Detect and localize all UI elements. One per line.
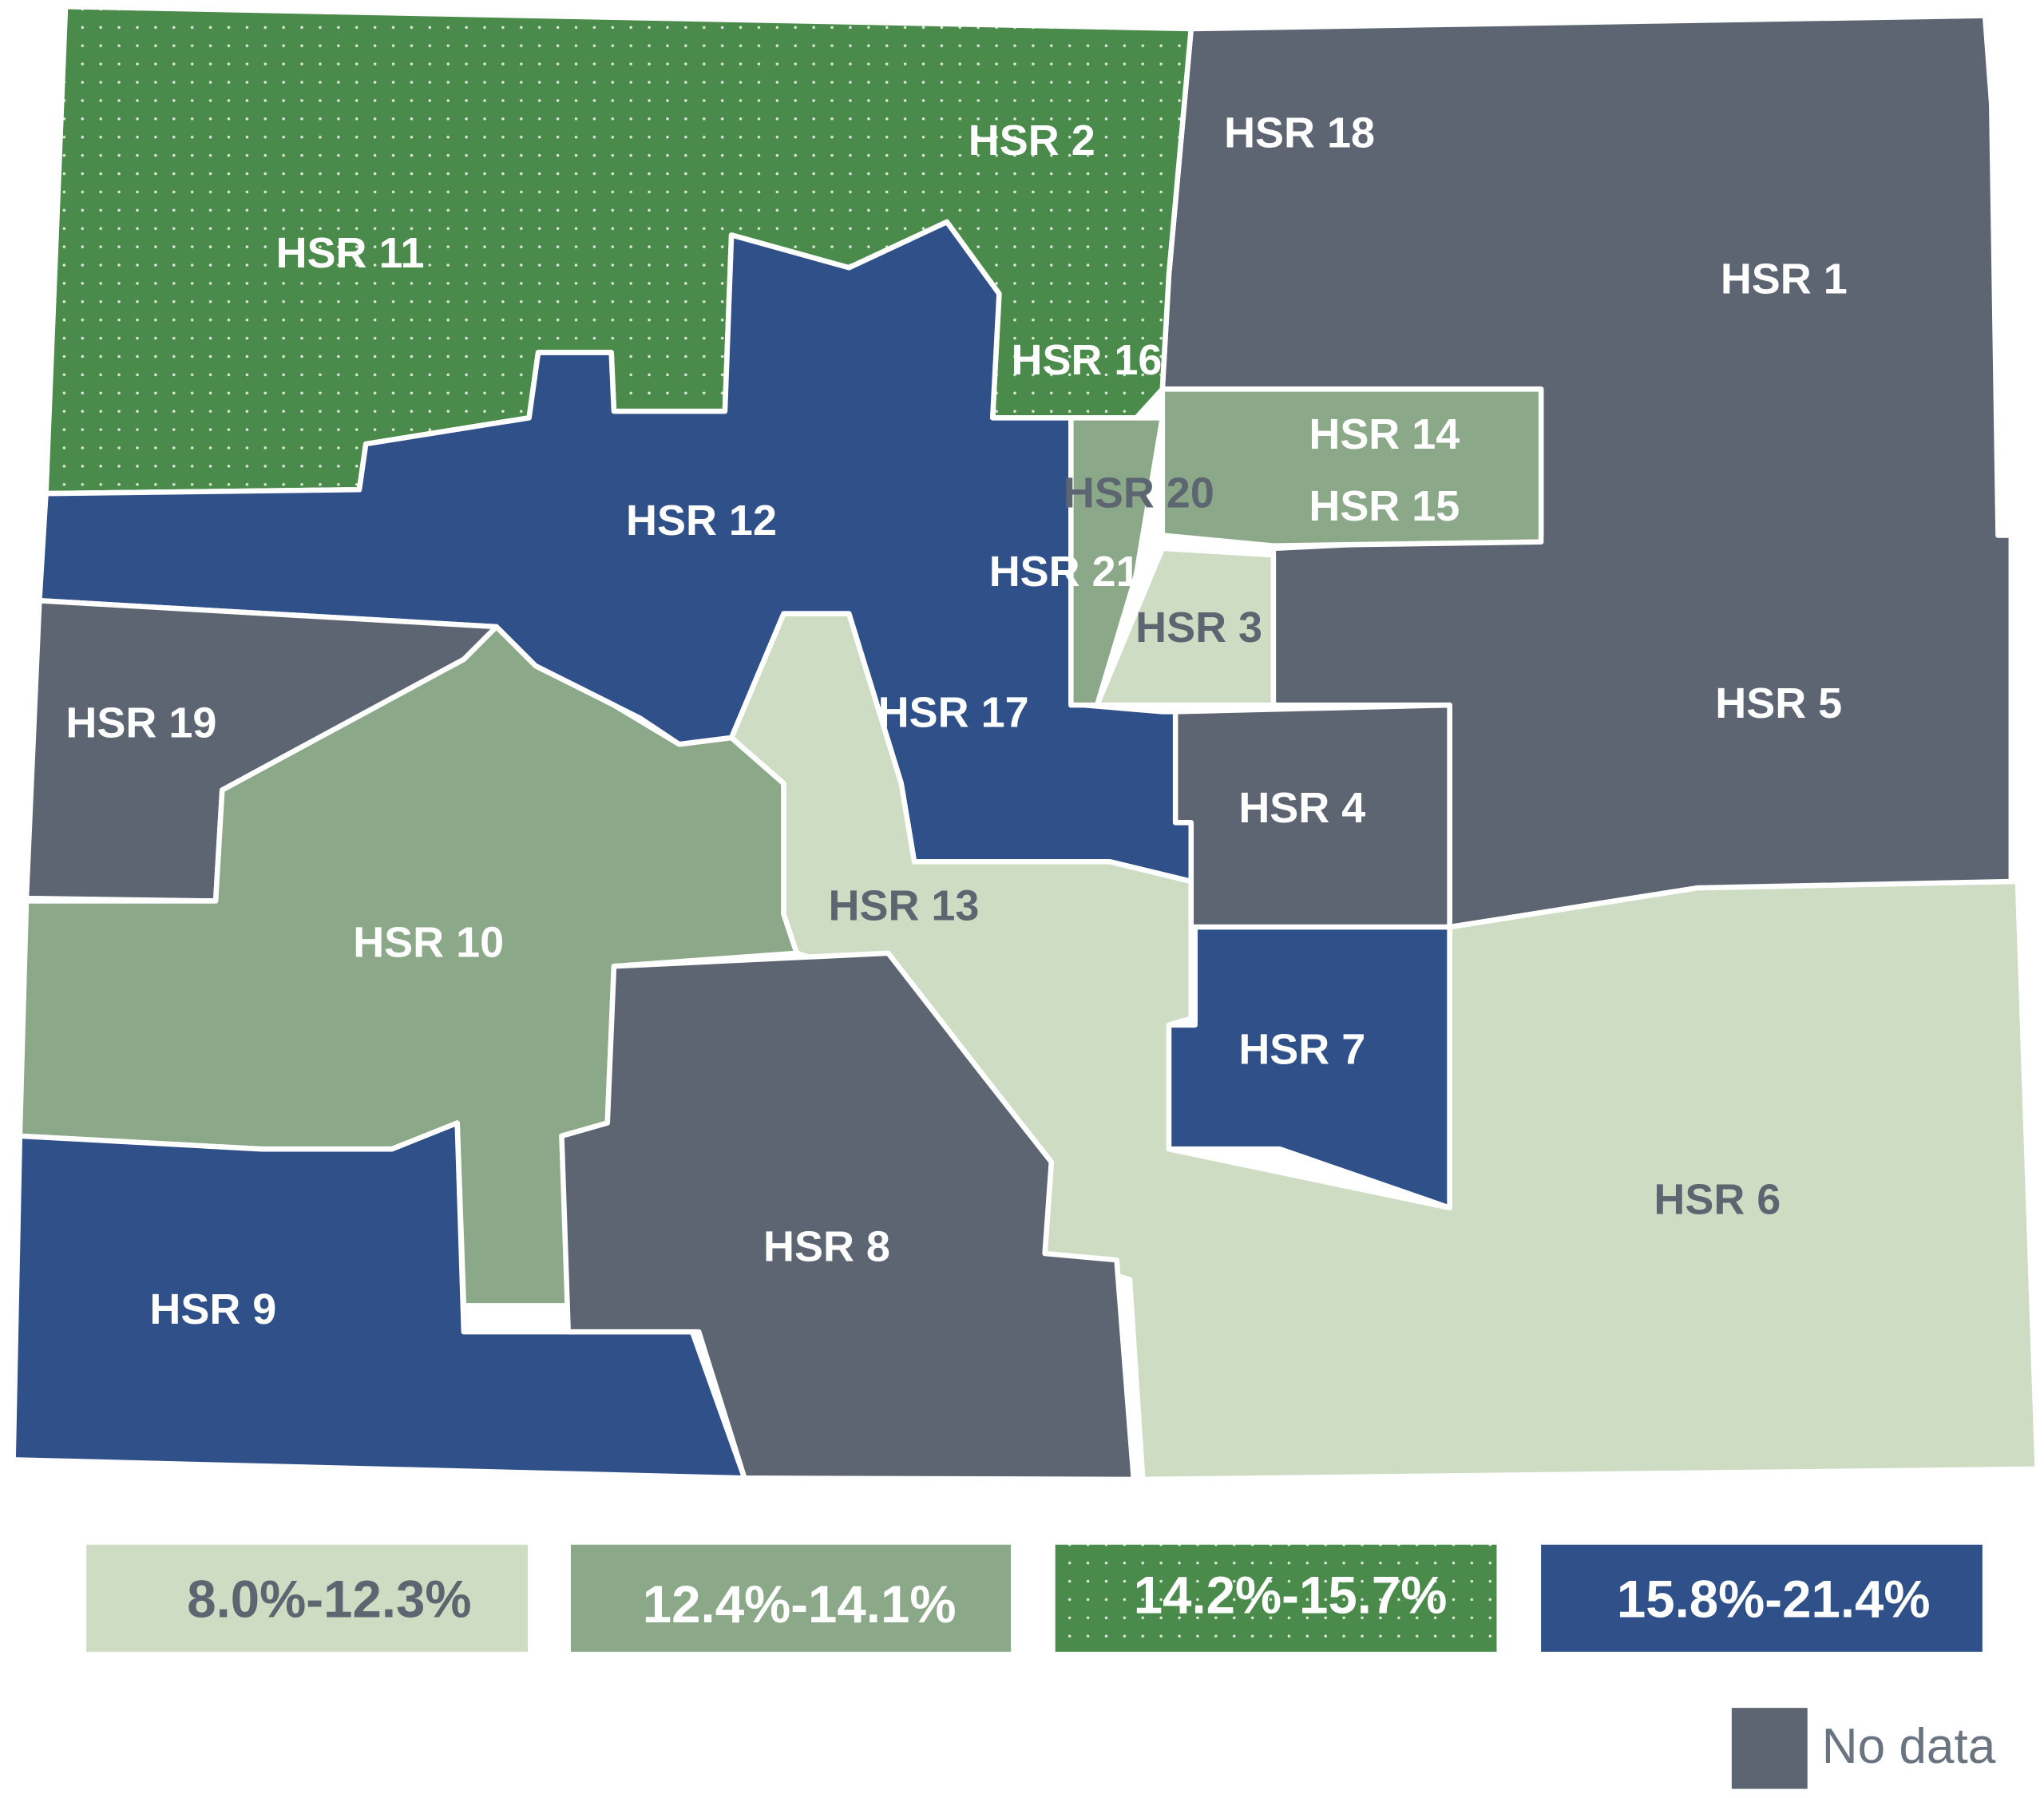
region-shape — [559, 950, 1137, 1483]
region-label: HSR 17 — [878, 688, 1029, 736]
region-label: HSR 16 — [1011, 336, 1162, 384]
region-label: HSR 6 — [1654, 1175, 1781, 1223]
legend-swatch — [1055, 1544, 1497, 1652]
region-label: HSR 7 — [1238, 1025, 1365, 1073]
no-data-swatch — [1731, 1708, 1808, 1789]
region-label: HSR 8 — [763, 1222, 890, 1270]
legend-label: 14.2%-15.7% — [1134, 1566, 1448, 1625]
legend-label: 8.0%-12.3% — [187, 1570, 471, 1629]
no-data-label: No data — [1822, 1719, 1996, 1774]
region-label: HSR 1 — [1721, 255, 1848, 303]
region-shape — [1159, 386, 1544, 549]
region-shape — [1068, 415, 1166, 708]
region-label: HSR 20 — [1064, 469, 1214, 517]
legend-swatch — [86, 1544, 528, 1652]
legend: 8.0%-12.3% 12.4%-14.1% 14.2%-15.7% 15.8%… — [86, 1544, 1996, 1789]
region-label: HSR 15 — [1309, 482, 1460, 530]
region-shape — [1094, 545, 1277, 708]
region-labels: HSR 11 HSR 2 HSR 18 HSR 1 HSR 16 HSR 14 … — [65, 109, 1847, 1333]
region-label: HSR 5 — [1715, 679, 1842, 727]
region-label: HSR 13 — [829, 882, 980, 930]
legend-swatch — [570, 1544, 1012, 1652]
region-label: HSR 10 — [353, 918, 504, 966]
legend-swatch — [1541, 1544, 1983, 1652]
region-label: HSR 3 — [1135, 604, 1262, 651]
region-label: HSR 12 — [626, 497, 777, 545]
regions — [10, 3, 2040, 1483]
region-label: HSR 4 — [1238, 784, 1365, 832]
legend-label: 12.4%-14.1% — [643, 1575, 957, 1634]
region-label: HSR 21 — [989, 548, 1140, 596]
region-label: HSR 18 — [1224, 109, 1375, 156]
region-label: HSR 19 — [65, 699, 216, 747]
region-label: HSR 2 — [969, 117, 1095, 164]
region-label: HSR 11 — [276, 229, 425, 277]
legend-label: 15.8%-21.4% — [1617, 1570, 1931, 1629]
region-label: HSR 9 — [149, 1285, 276, 1333]
region-shape — [1172, 702, 1452, 930]
region-shape — [1166, 924, 1452, 1211]
region-label: HSR 14 — [1309, 410, 1460, 458]
region-shape — [10, 1120, 747, 1481]
